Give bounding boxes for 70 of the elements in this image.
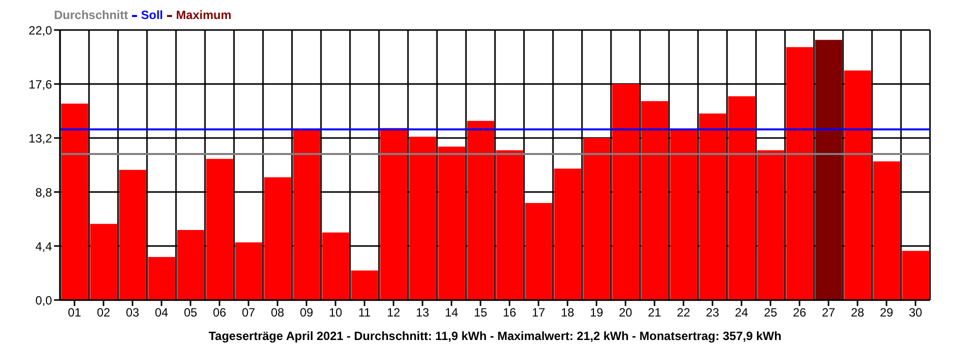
bar <box>641 101 668 300</box>
bar <box>206 158 234 300</box>
y-tick-label: 22,0 <box>28 23 52 38</box>
x-tick-label: 20 <box>618 306 632 320</box>
bar <box>351 270 378 300</box>
bar <box>815 40 842 300</box>
x-tick-label: 14 <box>444 306 458 320</box>
bar <box>293 129 320 300</box>
bar <box>235 242 262 300</box>
x-axis-title: Tageserträge April 2021 - Durchschnitt: 11,9 kWh - Maximalwert: 21,2 kWh - Monatsertrag: 357,9 kWh <box>208 329 782 343</box>
bar <box>119 170 146 300</box>
x-tick-label: 26 <box>792 306 806 320</box>
bar <box>409 136 436 300</box>
x-tick-label: 27 <box>822 306 836 320</box>
legend-label: Soll <box>141 8 164 22</box>
x-tick-label: 06 <box>212 306 226 320</box>
bar <box>583 138 610 300</box>
bar <box>380 128 408 300</box>
x-tick-label: 16 <box>502 306 516 320</box>
bar <box>728 96 756 300</box>
bar <box>322 232 350 300</box>
x-tick-label: 15 <box>474 306 488 320</box>
ref-line-label: Durchschnitt <box>54 8 128 22</box>
x-tick-label: 11 <box>358 306 372 320</box>
bar <box>496 150 524 300</box>
x-tick-label: 28 <box>850 306 864 320</box>
x-tick-label: 22 <box>676 306 690 320</box>
x-tick-label: 25 <box>764 306 778 320</box>
y-tick-label: 0,0 <box>35 293 52 308</box>
bar <box>177 230 204 300</box>
bar <box>554 168 582 300</box>
bar <box>612 84 640 300</box>
y-tick-label: 17,6 <box>28 77 52 92</box>
x-tick-label: 24 <box>734 306 748 320</box>
x-tick-label: 04 <box>154 306 168 320</box>
x-tick-label: 01 <box>68 306 82 320</box>
bar <box>670 129 698 300</box>
x-tick-label: 02 <box>96 306 110 320</box>
x-tick-label: 10 <box>328 306 342 320</box>
x-tick-label: 19 <box>590 306 604 320</box>
legend-label: Maximum <box>176 8 232 22</box>
bar <box>148 257 176 300</box>
x-tick-label: 07 <box>242 306 256 320</box>
x-tick-label: 23 <box>706 306 720 320</box>
x-tick-label: 13 <box>416 306 430 320</box>
x-tick-label: 09 <box>300 306 314 320</box>
bar <box>844 70 872 300</box>
bar <box>438 146 466 300</box>
x-tick-label: 05 <box>184 306 198 320</box>
bar <box>873 161 900 300</box>
x-tick-label: 30 <box>908 306 922 320</box>
bar <box>264 177 292 300</box>
bar <box>90 224 118 300</box>
bar <box>61 104 88 300</box>
x-tick-label: 29 <box>880 306 894 320</box>
x-tick-label: 03 <box>126 306 140 320</box>
x-tick-label: 12 <box>386 306 400 320</box>
x-tick-label: 17 <box>532 306 546 320</box>
bar <box>699 113 726 300</box>
bar <box>757 150 784 300</box>
x-tick-label: 08 <box>270 306 284 320</box>
x-tick-label: 21 <box>648 306 662 320</box>
y-tick-label: 4,4 <box>35 239 52 254</box>
bar <box>525 203 552 300</box>
y-tick-label: 8,8 <box>35 185 52 200</box>
y-tick-label: 13,2 <box>28 131 52 146</box>
bar <box>902 250 930 300</box>
x-tick-label: 18 <box>560 306 574 320</box>
bar <box>786 47 814 300</box>
bar <box>467 120 494 300</box>
